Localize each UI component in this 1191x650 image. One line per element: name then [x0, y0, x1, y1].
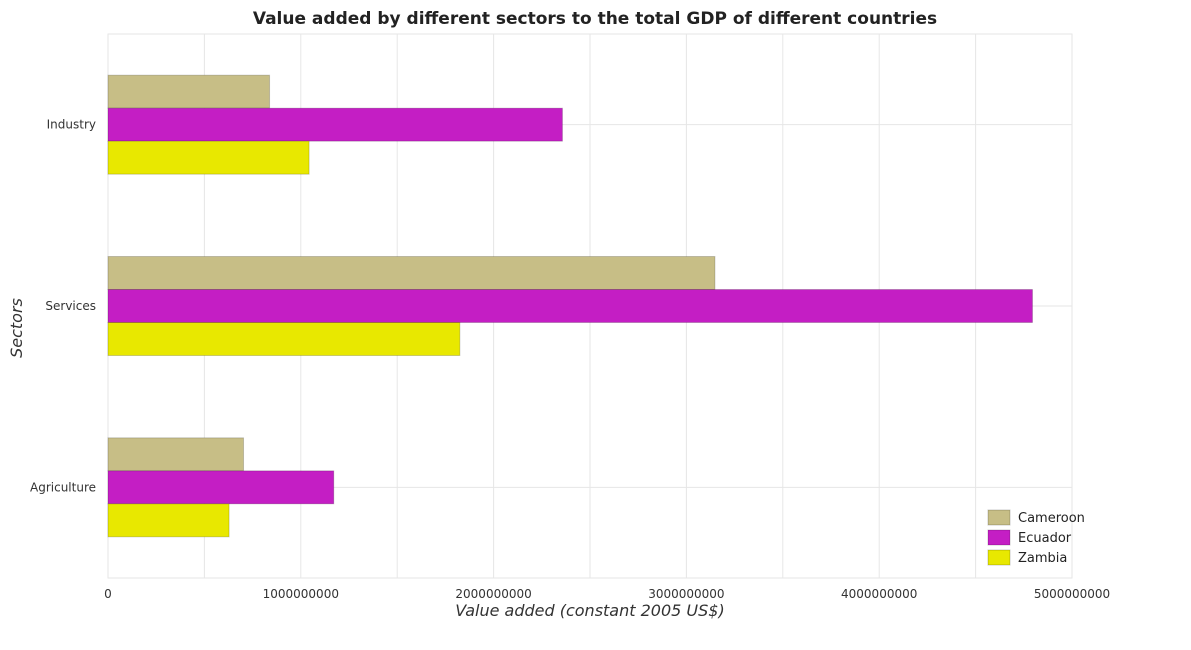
x-tick-label: 1000000000 — [263, 587, 339, 601]
x-tick-label: 3000000000 — [648, 587, 724, 601]
y-axis-label: Sectors — [7, 298, 26, 358]
y-tick-label: Industry — [47, 118, 96, 132]
legend: Cameroon Ecuador Zambia — [987, 509, 1085, 566]
legend-label-ecuador: Ecuador — [1018, 531, 1072, 546]
bar-cameroon-services — [107, 256, 716, 290]
y-tick-label: Agriculture — [30, 480, 96, 494]
y-axis-ticks: Industry Services Agriculture — [30, 118, 96, 495]
bar-ecuador-industry — [107, 107, 563, 142]
x-axis-ticks: 0 1000000000 2000000000 3000000000 400000000… — [104, 587, 1110, 601]
legend-swatch-cameroon — [987, 509, 1011, 526]
x-tick-label: 4000000000 — [841, 587, 917, 601]
bar-cameroon-industry — [107, 74, 271, 109]
chart-title: Value added by different sectors to the … — [253, 9, 937, 29]
legend-swatch-ecuador — [987, 529, 1011, 546]
legend-swatch-zambia — [987, 549, 1011, 566]
legend-label-cameroon: Cameroon — [1018, 511, 1085, 526]
bar-ecuador-services — [107, 289, 1033, 323]
bar-zambia-industry — [107, 140, 310, 175]
bar-ecuador-agriculture — [107, 470, 335, 505]
bar-zambia-agriculture — [107, 503, 230, 538]
legend-label-zambia: Zambia — [1018, 551, 1067, 566]
bar-zambia-services — [107, 322, 461, 356]
x-tick-label: 2000000000 — [455, 587, 531, 601]
x-tick-label: 0 — [104, 587, 112, 601]
bars — [107, 74, 1033, 538]
bar-cameroon-agriculture — [107, 437, 245, 472]
y-tick-label: Services — [45, 299, 96, 313]
x-axis-label: Value added (constant 2005 US$) — [455, 601, 724, 620]
x-tick-label: 5000000000 — [1034, 587, 1110, 601]
